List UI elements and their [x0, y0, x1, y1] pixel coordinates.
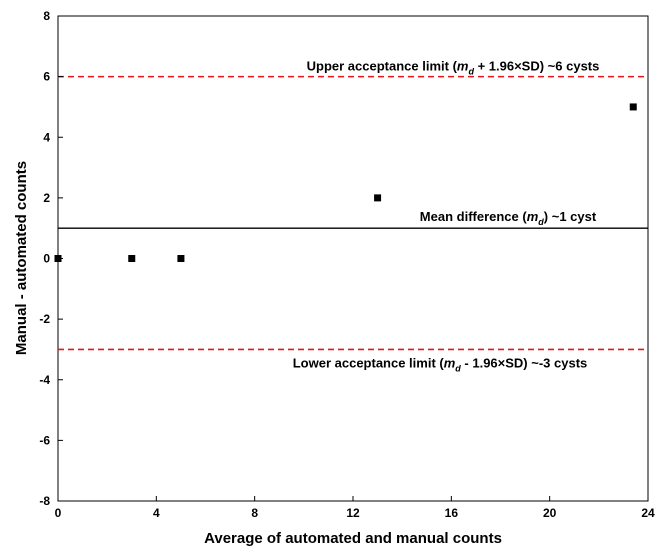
y-tick-label: -8: [39, 494, 50, 508]
reference-line-label: Mean difference (md) ~1 cyst: [420, 209, 597, 227]
plot-frame: [57, 15, 649, 502]
x-tick-label: 16: [445, 506, 459, 520]
y-tick-label: 6: [43, 70, 50, 84]
y-tick-label: 2: [43, 191, 50, 205]
data-point: [177, 255, 185, 262]
x-tick-label: 20: [543, 506, 557, 520]
reference-lines: Upper acceptance limit (md + 1.96×SD) ~6…: [58, 59, 648, 373]
x-tick-label: 0: [55, 506, 62, 520]
y-axis-ticks: -8 -6 -4 -2 0 2 4 6 8: [39, 9, 63, 508]
y-tick-label: 0: [43, 252, 50, 266]
x-tick-label: 8: [251, 506, 258, 520]
x-axis-title: Average of automated and manual counts: [204, 530, 502, 547]
y-tick-label: -2: [39, 312, 50, 326]
reference-line-label: Lower acceptance limit (md - 1.96×SD) ~-…: [293, 355, 588, 373]
x-tick-label: 4: [153, 506, 160, 520]
x-axis-ticks: 0 4 8 12 16 20 24: [55, 496, 655, 520]
y-axis-title: Manual - automated counts: [13, 161, 30, 355]
y-tick-label: 8: [43, 9, 50, 23]
data-point: [629, 103, 637, 111]
data-point: [128, 255, 136, 262]
data-points: [54, 103, 637, 262]
y-tick-label: 4: [43, 130, 50, 144]
x-tick-label: 12: [346, 506, 360, 520]
y-tick-label: -4: [39, 373, 50, 387]
reference-line-label: Upper acceptance limit (md + 1.96×SD) ~6…: [307, 59, 600, 77]
x-tick-label: 24: [641, 506, 655, 520]
y-tick-label: -6: [39, 433, 50, 447]
data-point: [374, 194, 382, 202]
